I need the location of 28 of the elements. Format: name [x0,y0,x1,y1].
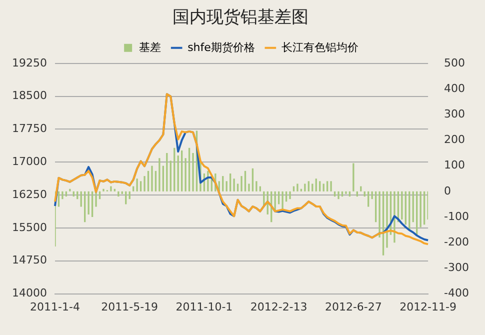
y-tick-label: 14750 [12,254,47,267]
x-tick-label: 2012-2-13 [250,300,308,314]
y2-tick-label: -100 [444,210,470,223]
y-tick-label: 19250 [12,56,47,70]
x-tick-label: 2011-10-1 [176,300,233,314]
x-tick-label: 2011-1-4 [30,300,80,314]
y2-tick-label: 400 [444,82,466,95]
y-tick-label: 17000 [12,155,47,168]
y-tick-label: 15500 [12,220,47,234]
x-tick-label: 2011-5-19 [101,300,158,314]
y2-tick-label: 300 [444,107,466,120]
y2-tick-label: 100 [444,158,466,172]
y2-tick-label: 500 [444,56,466,70]
y-tick-label: 16250 [12,188,47,201]
legend-label: 长江有色铝均价 [281,40,358,54]
y2-tick-label: -200 [444,235,470,248]
legend-label: shfe期货价格 [188,40,255,54]
y-tick-label: 17750 [12,122,47,136]
y2-tick-label: -400 [444,286,470,300]
legend-label: 基差 [139,40,162,54]
y2-tick-label: -300 [444,261,470,274]
y2-tick-label: 200 [444,133,466,146]
y-tick-label: 18500 [12,89,47,102]
x-tick-label: 2012-6-27 [324,300,382,314]
x-tick-label: 2012-11-9 [400,300,457,314]
y-tick-label: 14000 [12,286,47,300]
y2-tick-label: 0 [444,184,452,198]
chart-title: 国内现货铝基差图 [172,8,308,28]
